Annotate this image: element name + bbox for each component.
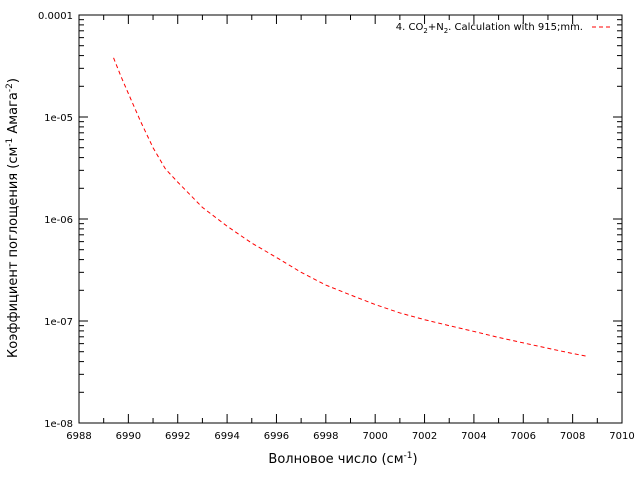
plot-frame <box>78 14 623 424</box>
x-tick-label: 6994 <box>214 431 239 442</box>
x-tick-label: 7010 <box>609 431 634 442</box>
x-tick-label: 6998 <box>313 431 338 442</box>
x-tick-label: 6996 <box>264 431 289 442</box>
x-tick-label: 6990 <box>116 431 141 442</box>
y-tick-label: 0.0001 <box>38 11 73 22</box>
y-tick-label: 1e-08 <box>44 419 73 430</box>
y-tick-label: 1e-06 <box>44 215 73 226</box>
x-tick-label: 6992 <box>165 431 190 442</box>
x-axis-title: Волновое число (см-1) <box>268 451 417 467</box>
tick-labels: 6988 6990 6992 6994 6996 6998 7000 7002 7004 7006… <box>38 11 635 442</box>
y-tick-label: 1e-05 <box>44 113 73 124</box>
y-tick-label: 1e-07 <box>44 317 73 328</box>
x-tick-label: 7000 <box>362 431 387 442</box>
x-tick-label: 7008 <box>560 431 585 442</box>
series-layer <box>113 57 588 357</box>
y-axis-title: Коэффициент поглощения (см-1 Амага-2) <box>5 78 21 358</box>
series-line-0 <box>113 57 588 357</box>
x-tick-label: 7006 <box>511 431 536 442</box>
legend-entry-label: 4. CO2+N2. Calculation with 915;mm. <box>396 22 583 35</box>
x-tick-label: 7002 <box>412 431 437 442</box>
legend: 4. CO2+N2. Calculation with 915;mm. <box>396 22 611 35</box>
x-tick-label: 7004 <box>461 431 486 442</box>
x-tick-label: 6988 <box>66 431 91 442</box>
